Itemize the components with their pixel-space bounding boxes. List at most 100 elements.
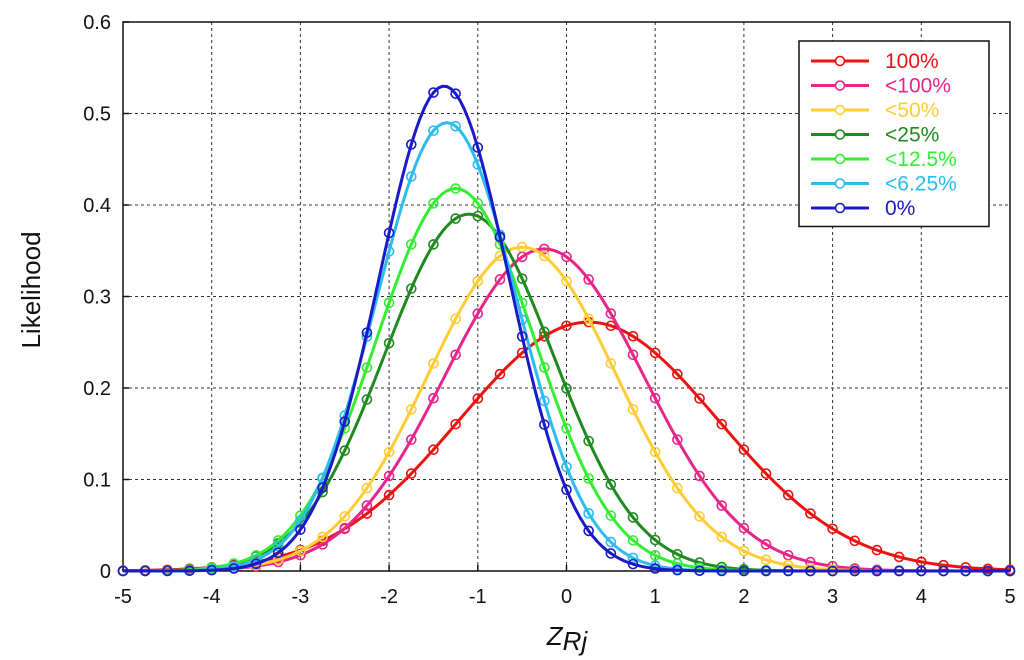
y-tick-label: 0.1: [83, 470, 111, 492]
data-point: [672, 482, 683, 494]
legend-item: <12.5%: [811, 148, 957, 171]
legend-swatch-marker: [834, 129, 846, 140]
data-point: [428, 392, 439, 404]
legend-swatch-marker: [834, 202, 846, 214]
data-point: [494, 274, 506, 285]
x-tick-label: 4: [916, 586, 927, 608]
data-point: [605, 536, 617, 548]
data-point: [583, 274, 594, 285]
data-point: [649, 550, 661, 561]
data-point: [561, 484, 572, 496]
data-point: [893, 565, 905, 577]
data-point: [272, 554, 284, 566]
data-point: [627, 558, 639, 570]
series-6: [117, 84, 1016, 577]
data-point: [561, 320, 572, 332]
data-point: [627, 535, 639, 546]
data-point: [361, 394, 373, 405]
data-point: [716, 500, 728, 511]
data-point: [428, 358, 439, 369]
x-tick-label: -2: [380, 586, 398, 608]
data-point: [206, 564, 217, 576]
data-point: [805, 508, 816, 519]
data-point: [428, 125, 439, 136]
data-point: [472, 308, 484, 319]
series-line: [123, 84, 1010, 573]
data-point: [738, 545, 750, 557]
data-point: [405, 404, 417, 415]
y-tick-label: 0.6: [83, 12, 111, 34]
data-point: [738, 444, 750, 455]
data-point: [539, 326, 550, 338]
series-layer: [117, 84, 1016, 577]
data-point: [450, 183, 461, 194]
data-point: [472, 210, 484, 222]
data-point: [450, 349, 461, 361]
x-tick-label: 1: [650, 586, 661, 608]
legend-item: <100%: [811, 75, 951, 98]
data-point: [405, 468, 417, 479]
data-point: [583, 525, 594, 537]
data-point: [361, 362, 373, 373]
data-point: [539, 362, 550, 373]
data-point: [1004, 565, 1016, 577]
x-tick-label: -4: [203, 586, 221, 608]
data-point: [760, 468, 772, 479]
data-point: [405, 171, 417, 182]
data-point: [317, 482, 328, 493]
legend-item: 100%: [811, 50, 939, 73]
legend-label: <12.5%: [885, 148, 957, 171]
x-tick-label: -3: [292, 586, 310, 608]
data-point: [539, 250, 550, 262]
x-tick-label: 3: [827, 586, 838, 608]
data-point: [649, 534, 661, 546]
data-point: [139, 565, 151, 577]
legend-label: 100%: [885, 50, 939, 73]
y-tick-label: 0.3: [83, 287, 111, 309]
data-point: [561, 383, 572, 394]
data-point: [561, 423, 572, 434]
data-point: [383, 446, 395, 458]
legend-item: 0%: [811, 197, 915, 220]
data-point: [649, 446, 661, 458]
data-point: [516, 273, 528, 284]
legend-swatch-marker: [834, 55, 846, 67]
data-point: [405, 139, 417, 150]
data-point: [428, 87, 439, 98]
data-point: [738, 565, 750, 577]
data-point: [383, 297, 395, 309]
data-point: [827, 523, 838, 535]
data-point: [782, 565, 794, 577]
data-point: [561, 461, 572, 473]
x-tick-label: 5: [1004, 586, 1015, 608]
data-point: [782, 549, 794, 561]
data-point: [672, 564, 683, 576]
data-point: [250, 558, 262, 570]
data-point: [627, 552, 639, 564]
data-point: [272, 547, 284, 559]
y-tick-label: 0: [100, 561, 111, 583]
data-point: [760, 565, 772, 577]
data-point: [516, 241, 528, 253]
data-point: [450, 418, 461, 430]
y-axis-label: Likelihood: [16, 231, 46, 348]
data-point: [938, 565, 949, 577]
data-point: [184, 565, 195, 577]
data-point: [605, 320, 617, 332]
legend-swatch-marker: [834, 104, 846, 116]
x-tick-label: -5: [114, 586, 132, 608]
data-point: [605, 510, 617, 521]
data-point: [162, 565, 173, 577]
data-point: [539, 395, 550, 407]
data-point: [450, 213, 461, 224]
data-point: [649, 392, 661, 404]
plot-frame: [122, 21, 1011, 572]
x-tick-label: 2: [738, 586, 749, 608]
data-point: [871, 544, 883, 556]
data-point: [317, 531, 328, 543]
data-point: [583, 508, 594, 519]
x-tick-label: 0: [561, 586, 572, 608]
legend-item: <50%: [811, 99, 939, 122]
data-point: [605, 479, 617, 490]
data-point: [516, 331, 528, 342]
